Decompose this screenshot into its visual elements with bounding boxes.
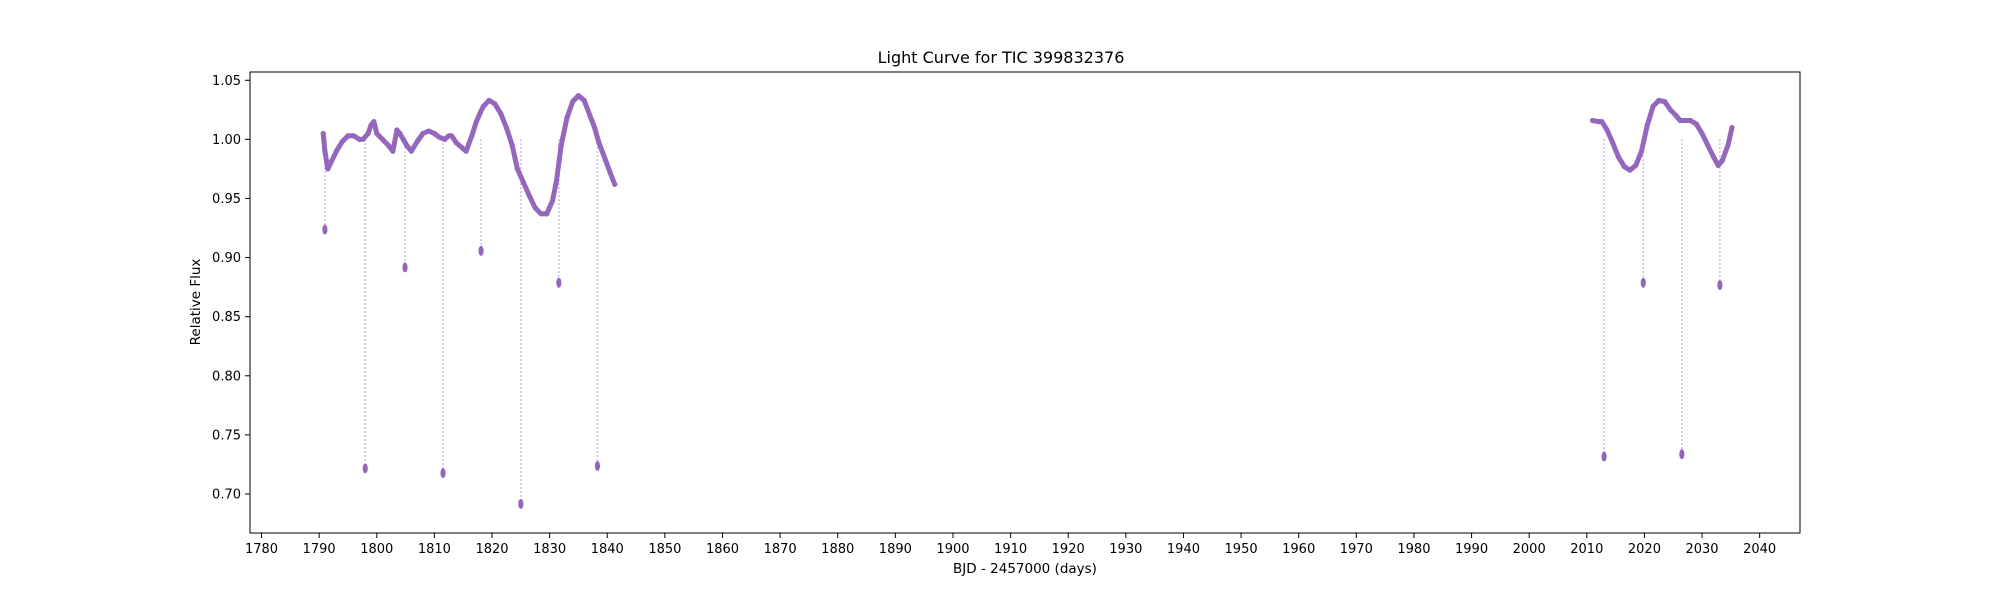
x-tick-label: 2000 (1513, 542, 1546, 557)
x-tick-label: 2040 (1743, 542, 1776, 557)
x-tick-label: 1850 (648, 542, 681, 557)
transit-minimum (362, 463, 368, 474)
x-tick-label: 1990 (1455, 542, 1488, 557)
x-tick-label: 1810 (418, 542, 451, 557)
y-tick-label: 0.70 (212, 487, 241, 502)
transit-minimum (518, 498, 524, 509)
x-tick-label: 1880 (821, 542, 854, 557)
y-axis: 0.70 0.75 0.80 0.85 0.90 0.95 1.00 1.05 (212, 74, 250, 502)
x-tick-label: 1840 (591, 542, 624, 557)
y-tick-label: 0.95 (212, 192, 241, 207)
transit-minimum (440, 468, 446, 479)
x-tick-label: 1800 (360, 542, 393, 557)
transit-minimum (1640, 277, 1646, 288)
y-tick-label: 1.00 (212, 133, 241, 148)
x-tick-label: 1780 (245, 542, 278, 557)
x-axis: 1780 1790 1800 1810 1820 1830 1840 1850 1860 1870… (245, 533, 1776, 557)
y-axis-label: Relative Flux (188, 259, 204, 346)
x-tick-label: 1960 (1282, 542, 1315, 557)
x-tick-label: 1910 (994, 542, 1027, 557)
y-tick-label: 0.90 (212, 251, 241, 266)
x-tick-label: 1940 (1167, 542, 1200, 557)
light-curve-series (1590, 97, 1735, 173)
y-tick-label: 0.75 (212, 428, 241, 443)
transit-minimum (1601, 451, 1607, 462)
x-tick-label: 1830 (533, 542, 566, 557)
x-axis-label: BJD - 2457000 (days) (953, 561, 1097, 577)
y-tick-label: 1.05 (212, 74, 241, 89)
x-tick-label: 2010 (1570, 542, 1603, 557)
x-tick-label: 2020 (1628, 542, 1661, 557)
y-tick-label: 0.85 (212, 310, 241, 325)
light-curve-series (320, 93, 618, 217)
x-tick-label: 1900 (936, 542, 969, 557)
transit-minimum (1679, 449, 1685, 460)
x-tick-label: 1930 (1109, 542, 1142, 557)
x-tick-label: 1790 (303, 542, 336, 557)
x-tick-label: 1970 (1340, 542, 1373, 557)
transit-minimum (322, 224, 328, 235)
plot-frame (249, 71, 1801, 534)
transit-minimum (1717, 280, 1723, 291)
x-tick-label: 1820 (475, 542, 508, 557)
transit-minimum (478, 245, 484, 256)
y-tick-label: 0.80 (212, 369, 241, 384)
x-tick-label: 1920 (1052, 542, 1085, 557)
transit-minimum (402, 262, 408, 273)
x-tick-label: 1890 (879, 542, 912, 557)
x-tick-label: 1980 (1397, 542, 1430, 557)
data-points (320, 93, 1735, 509)
chart-title: Light Curve for TIC 399832376 (878, 48, 1125, 67)
x-tick-label: 1860 (706, 542, 739, 557)
x-tick-label: 1950 (1225, 542, 1258, 557)
transit-minimum (556, 277, 562, 288)
transit-minimum (594, 460, 601, 471)
x-tick-label: 2030 (1685, 542, 1718, 557)
x-tick-label: 1870 (764, 542, 797, 557)
